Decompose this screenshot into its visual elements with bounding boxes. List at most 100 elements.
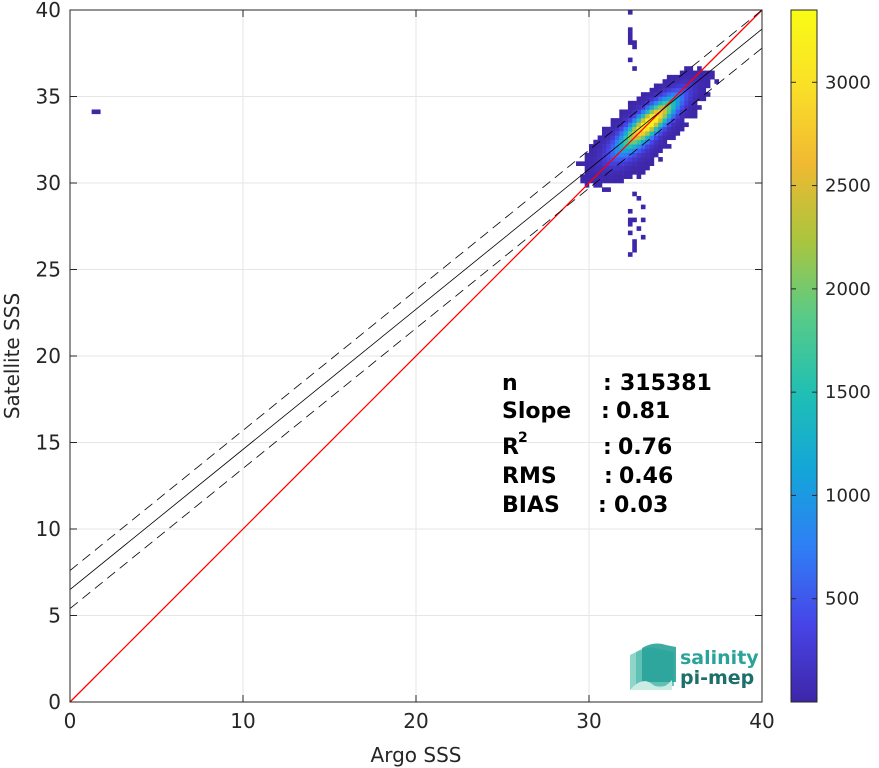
density-cell (666, 126, 672, 132)
density-cell (675, 79, 681, 84)
density-cell (640, 131, 646, 136)
density-cell (658, 135, 663, 141)
density-cell (684, 113, 689, 119)
density-cell (597, 152, 603, 158)
density-cell (632, 126, 637, 132)
density-cell (601, 178, 607, 184)
density-cell (640, 92, 646, 97)
density-cell (653, 109, 659, 115)
density-cell (623, 152, 629, 158)
density-cell (662, 126, 668, 132)
density-cell (627, 31, 633, 37)
density-cell (597, 148, 603, 154)
density-cell (645, 165, 650, 171)
density-cell (684, 74, 689, 80)
density-cell (610, 144, 616, 149)
density-cell (640, 165, 646, 171)
density-cell (610, 118, 616, 123)
density-cell (614, 157, 620, 162)
density-cell (658, 118, 663, 123)
density-cell (662, 79, 668, 84)
density-cell (632, 109, 637, 115)
density-cell (645, 126, 650, 132)
density-cell (632, 170, 637, 175)
density-cell (623, 165, 629, 171)
density-cell (653, 105, 659, 110)
density-cell (627, 174, 633, 179)
density-cell (658, 87, 663, 93)
density-cell (623, 135, 629, 141)
density-cell (619, 109, 624, 115)
density-cell (627, 217, 633, 223)
density-cell (662, 139, 668, 145)
y-tick-label: 5 (48, 604, 61, 628)
density-cell (645, 113, 650, 119)
density-cell (632, 217, 637, 223)
density-cell (589, 148, 594, 154)
density-cell (640, 144, 646, 149)
density-cell (623, 131, 629, 136)
density-cell (640, 135, 646, 141)
density-cell (636, 195, 642, 201)
density-cell (662, 92, 668, 97)
density-cell (597, 157, 603, 162)
density-cell (692, 92, 698, 97)
density-cell (619, 118, 624, 123)
density-cell (606, 126, 611, 132)
density-cell (606, 152, 611, 158)
salinity-pi-mep-logo: salinity pi-mep (630, 643, 759, 690)
density-cell (627, 113, 633, 119)
density-cell (658, 126, 663, 132)
density-cell (697, 105, 702, 110)
density-cell (601, 157, 607, 162)
density-cell (658, 96, 663, 102)
density-cell (627, 161, 633, 166)
density-cell (688, 96, 694, 102)
density-cell (632, 247, 637, 253)
density-cell (576, 161, 581, 166)
density-cell (697, 74, 702, 80)
density-cell (619, 135, 624, 141)
density-cell (593, 170, 598, 175)
density-cell (688, 87, 694, 93)
stat-r2-value: 0.76 (618, 435, 672, 460)
density-cell (584, 161, 590, 166)
density-cell (640, 234, 646, 240)
density-cell (601, 144, 607, 149)
density-cell (610, 178, 616, 184)
density-cell (636, 100, 642, 106)
density-cell (584, 170, 590, 175)
density-cell (697, 79, 702, 84)
density-cell (662, 135, 668, 141)
density-cell (632, 161, 637, 166)
density-cell (645, 131, 650, 136)
density-cell (627, 27, 633, 32)
density-cell (580, 174, 585, 179)
x-tick-label: 30 (576, 709, 601, 733)
density-cell (692, 87, 698, 93)
density-cell (610, 139, 616, 145)
density-cell (701, 83, 707, 89)
density-cell (610, 152, 616, 158)
density-cell (597, 139, 603, 145)
density-cell (610, 161, 616, 166)
density-cell (627, 122, 633, 128)
density-cell (606, 131, 611, 136)
density-cell (675, 118, 681, 123)
density-cell (692, 113, 698, 119)
density-cell (679, 118, 685, 123)
density-cell (705, 83, 711, 89)
density-cell (584, 165, 590, 171)
density-cell (653, 100, 659, 106)
density-cell (632, 113, 637, 119)
density-cell (658, 105, 663, 110)
density-cell (606, 144, 611, 149)
density-cell (636, 170, 642, 175)
density-cell (684, 122, 689, 128)
density-cell (692, 83, 698, 89)
density-cell (614, 161, 620, 166)
density-cell (701, 87, 707, 93)
density-cell (623, 161, 629, 166)
density-cell (688, 105, 694, 110)
density-cell (601, 131, 607, 136)
